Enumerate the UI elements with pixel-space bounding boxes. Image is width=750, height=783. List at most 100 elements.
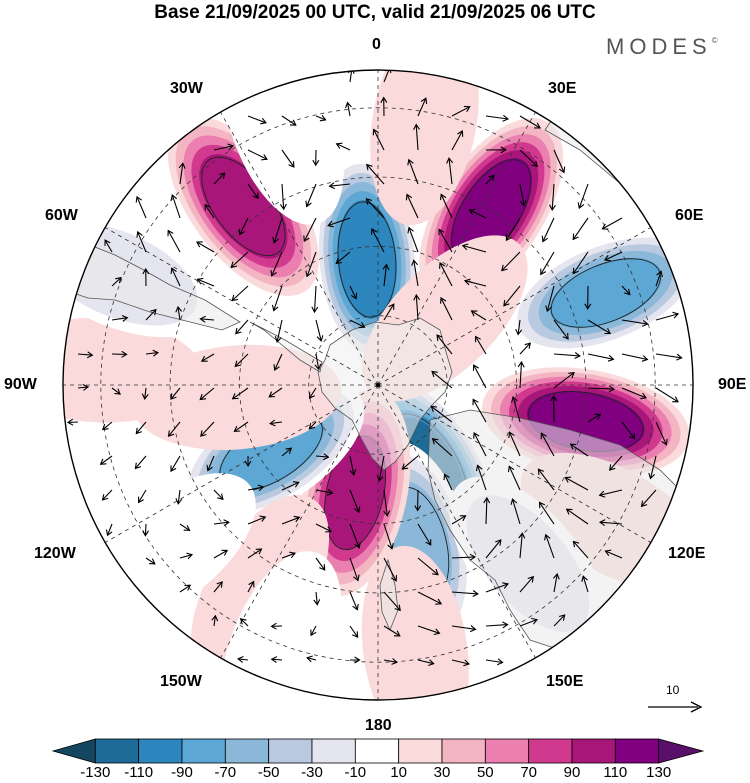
lon-label-120e: 120E: [668, 545, 706, 562]
wind-arrow: [376, 455, 385, 482]
wind-arrow: [111, 387, 121, 395]
wind-arrow: [411, 259, 419, 287]
wind-arrow: [519, 183, 527, 207]
wind-arrow: [142, 523, 150, 537]
brand-name: MODES: [606, 34, 712, 59]
wind-arrow: [417, 557, 439, 576]
wind-arrow: [349, 319, 366, 329]
wind-arrow: [170, 387, 181, 400]
wind-arrow: [268, 387, 283, 398]
wind-arrow: [247, 149, 268, 161]
wind-arrow: [314, 353, 322, 371]
wind-arrow: [621, 353, 649, 362]
wind-arrow: [105, 523, 113, 537]
wind-arrow: [380, 96, 388, 117]
wind-arrow: [572, 217, 589, 241]
wind-arrow: [564, 476, 589, 491]
wind-arrow: [621, 387, 648, 400]
wind-arrow: [230, 251, 249, 269]
wind-arrow: [196, 277, 215, 287]
wind-arrow: [655, 270, 663, 287]
wind-arrow: [349, 625, 359, 638]
wind-arrow: [485, 582, 510, 593]
wind-arrow: [519, 575, 534, 593]
latitude-circle: [308, 315, 448, 455]
wind-arrow: [111, 314, 129, 322]
wind-arrow: [407, 158, 419, 185]
wind-arrow: [438, 228, 453, 253]
wind-arrow: [134, 455, 147, 470]
wind-arrow: [349, 455, 357, 476]
anomaly-contour: [63, 318, 203, 423]
colorbar-swatch: [311, 738, 356, 764]
wind-arrow: [553, 319, 569, 340]
wind-arrow: [431, 437, 453, 457]
wind-arrow: [281, 551, 297, 559]
colorbar-swatch: [138, 738, 183, 764]
wind-arrow: [601, 217, 623, 230]
wind-arrow: [237, 655, 249, 663]
wind-arrow: [603, 251, 623, 262]
wind-arrow: [145, 557, 156, 565]
wind-arrow: [544, 533, 555, 559]
wind-arrow: [587, 353, 615, 362]
wind-arrow: [247, 515, 267, 525]
wind-arrow: [101, 421, 113, 431]
wind-arrow: [383, 523, 394, 550]
anomaly-lobe: [506, 230, 693, 356]
wind-arrow: [175, 489, 183, 505]
wind-arrow: [440, 296, 453, 321]
wind-arrow: [273, 353, 283, 371]
wind-arrow: [199, 315, 215, 323]
anomaly-lobe: [63, 318, 203, 423]
wind-arrow: [327, 217, 351, 228]
wind-arrow: [485, 658, 504, 666]
wind-arrow: [170, 193, 181, 219]
wind-arrow: [405, 193, 419, 219]
wind-arrow: [349, 557, 360, 582]
wind-arrow: [472, 398, 487, 423]
wind-arrow: [431, 370, 453, 389]
wind-arrow: [244, 455, 252, 468]
wind-arrow: [311, 285, 319, 314]
wind-arrow: [135, 421, 147, 435]
lon-label-90w: 90W: [4, 376, 37, 393]
wind-arrow: [507, 465, 521, 491]
wind-arrow: [553, 614, 566, 627]
wind-arrow: [446, 157, 454, 185]
wind-arrow: [247, 115, 267, 125]
colorbar-swatch: [571, 738, 616, 764]
wind-arrow: [577, 183, 589, 210]
wind-arrow: [335, 251, 351, 265]
wind-arrow: [145, 349, 160, 357]
wind-arrow: [510, 395, 521, 423]
wind-arrow: [281, 447, 293, 457]
wind-arrow: [648, 455, 657, 480]
lon-label-30w: 30W: [170, 80, 203, 97]
wind-arrow: [269, 419, 283, 427]
wind-arrow: [77, 351, 94, 359]
colorbar-swatch: [398, 738, 443, 764]
colorbar-tick-label: -90: [171, 764, 193, 781]
lon-label-90e: 90E: [718, 376, 747, 393]
wind-arrow: [99, 455, 113, 465]
wind-arrow: [584, 285, 592, 310]
anomaly-lobe: [370, 70, 479, 226]
wind-arrow: [247, 548, 263, 559]
wind-arrow: [655, 387, 679, 403]
wind-arrow: [443, 473, 453, 491]
wind-arrow: [308, 421, 317, 430]
colorbar-swatch: [94, 738, 140, 764]
wind-arrow: [178, 162, 186, 185]
wind-arrow: [213, 489, 224, 501]
wind-arrow: [270, 656, 283, 664]
lon-label-60e: 60E: [675, 207, 704, 224]
wind-arrow: [475, 464, 487, 491]
wind-arrow: [271, 285, 283, 312]
wind-arrow: [138, 489, 147, 504]
colorbar-tick-label: 70: [520, 764, 538, 781]
wind-arrow: [179, 584, 192, 593]
anomaly-contour: [370, 70, 479, 226]
wind-arrow: [170, 455, 181, 473]
